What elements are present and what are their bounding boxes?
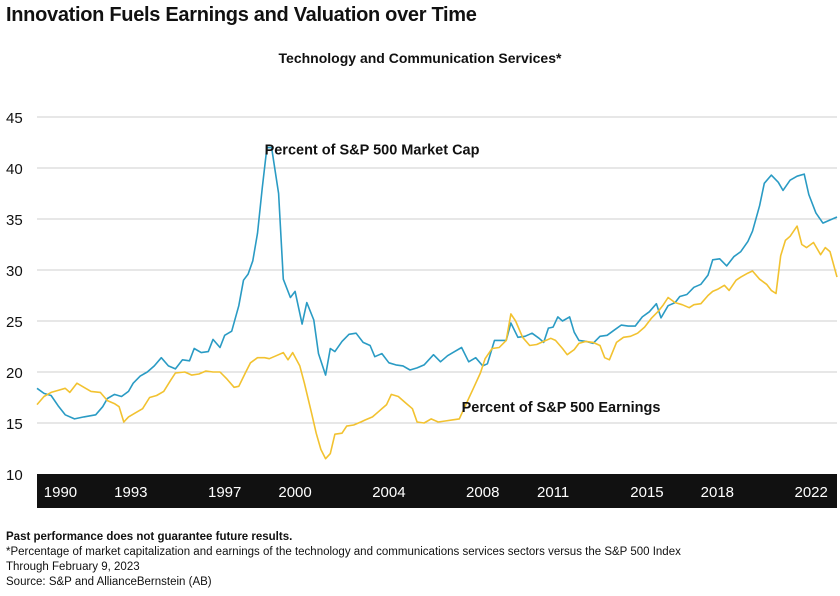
line-chart: 10 15 20 25 30 35 40 45 1990 1993 1997 2000 2004 200… bbox=[6, 110, 838, 508]
x-tick-label: 2004 bbox=[372, 484, 405, 501]
x-tick-label: 2011 bbox=[537, 484, 569, 501]
gridlines bbox=[37, 116, 837, 424]
market-cap-label: Percent of S&P 500 Market Cap bbox=[265, 143, 480, 159]
y-tick-label: 25 bbox=[6, 314, 23, 331]
chart-subtitle: Technology and Communication Services* bbox=[278, 50, 562, 66]
footer: Past performance does not guarantee futu… bbox=[6, 530, 681, 590]
market-cap-line bbox=[36, 146, 838, 420]
x-axis-ticks: 1990 1993 1997 2000 2004 2008 2011 2015 2018 2022 bbox=[44, 484, 828, 501]
series-lines bbox=[36, 146, 838, 460]
y-tick-label: 35 bbox=[6, 212, 23, 229]
x-tick-label: 2022 bbox=[795, 484, 828, 501]
y-tick-label: 30 bbox=[6, 263, 23, 280]
footnote: *Percentage of market capitalization and… bbox=[6, 546, 681, 558]
y-tick-label: 15 bbox=[6, 416, 23, 433]
earnings-line bbox=[36, 225, 838, 460]
y-axis-ticks: 10 15 20 25 30 35 40 45 bbox=[6, 110, 23, 484]
chart-title: Innovation Fuels Earnings and Valuation … bbox=[6, 4, 477, 26]
source-note: Source: S&P and AllianceBernstein (AB) bbox=[6, 576, 212, 588]
y-tick-label: 20 bbox=[6, 365, 23, 382]
disclaimer: Past performance does not guarantee futu… bbox=[6, 531, 293, 543]
y-tick-label: 10 bbox=[6, 467, 23, 484]
x-tick-label: 1990 bbox=[44, 484, 77, 501]
annotations: Percent of S&P 500 Market Cap Percent of … bbox=[265, 143, 661, 416]
x-tick-label: 2000 bbox=[278, 484, 311, 501]
x-tick-label: 1993 bbox=[114, 484, 147, 501]
x-tick-label: 1997 bbox=[208, 484, 241, 501]
date-note: Through February 9, 2023 bbox=[6, 561, 140, 573]
x-axis-band bbox=[37, 474, 837, 508]
x-tick-label: 2018 bbox=[701, 484, 734, 501]
x-tick-label: 2008 bbox=[466, 484, 499, 501]
x-tick-label: 2015 bbox=[630, 484, 663, 501]
earnings-label: Percent of S&P 500 Earnings bbox=[462, 400, 661, 416]
y-tick-label: 45 bbox=[6, 110, 23, 127]
y-tick-label: 40 bbox=[6, 161, 23, 178]
